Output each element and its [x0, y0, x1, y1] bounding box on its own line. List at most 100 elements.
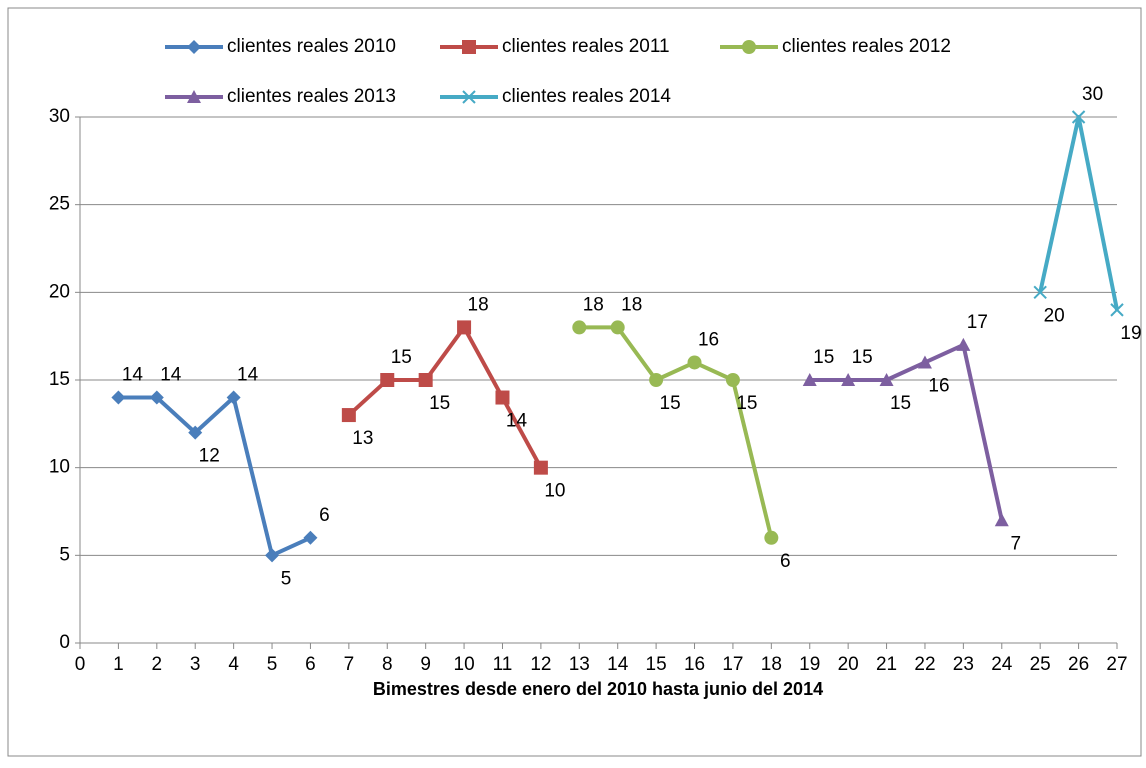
x-tick-label: 15 — [646, 654, 667, 675]
y-tick-label: 25 — [49, 194, 70, 215]
point-marker — [111, 390, 126, 405]
x-tick-label: 8 — [382, 654, 393, 675]
y-tick-label: 0 — [59, 632, 70, 653]
data-label: 19 — [1120, 323, 1141, 344]
data-label: 14 — [122, 365, 144, 386]
point-marker — [149, 390, 164, 405]
data-label: 5 — [281, 568, 292, 589]
x-tick-label: 26 — [1068, 654, 1089, 675]
series-line — [1038, 115, 1119, 311]
x-tick-label: 6 — [305, 654, 316, 675]
x-tick-label: 9 — [420, 654, 431, 675]
point-marker — [380, 373, 395, 387]
x-tick-label: 3 — [190, 654, 201, 675]
x-axis-title: Bimestres desde enero del 2010 hasta jun… — [373, 679, 823, 699]
legend-label: clientes reales 2011 — [502, 36, 670, 57]
x-tick-label: 24 — [991, 654, 1013, 675]
x-tick-label: 21 — [876, 654, 897, 675]
legend-marker — [462, 90, 476, 104]
data-label: 15 — [391, 347, 412, 368]
x-tick-label: 18 — [761, 654, 782, 675]
data-label: 15 — [890, 393, 911, 414]
y-tick-label: 15 — [49, 369, 70, 390]
point-marker — [303, 530, 318, 545]
x-tick-label: 25 — [1030, 654, 1051, 675]
y-tick-label: 10 — [49, 457, 70, 478]
point-marker — [917, 355, 932, 369]
point-marker — [457, 320, 472, 335]
data-label: 15 — [660, 393, 681, 414]
data-label: 15 — [736, 393, 757, 414]
data-label: 14 — [237, 365, 259, 386]
point-marker — [533, 460, 548, 475]
data-label: 12 — [199, 446, 220, 467]
x-tick-label: 17 — [722, 654, 743, 675]
data-label: 16 — [928, 375, 949, 396]
data-label: 6 — [319, 505, 330, 526]
x-tick-label: 5 — [267, 654, 278, 675]
legend-marker — [187, 90, 201, 103]
data-label: 14 — [160, 365, 182, 386]
series-line — [579, 325, 774, 539]
point-marker — [265, 548, 280, 563]
x-tick-label: 14 — [607, 654, 629, 675]
series-line — [809, 342, 1004, 521]
x-tick-label: 22 — [914, 654, 935, 675]
data-label: 17 — [967, 312, 988, 333]
point-marker — [610, 320, 625, 335]
data-label: 18 — [583, 294, 604, 315]
data-label: 15 — [813, 347, 834, 368]
x-tick-label: 0 — [75, 654, 86, 675]
x-tick-label: 12 — [530, 654, 551, 675]
point-marker — [841, 373, 856, 386]
legend-label: clientes reales 2013 — [227, 86, 396, 107]
data-label: 15 — [429, 393, 450, 414]
point-marker — [956, 337, 971, 351]
point-marker — [418, 373, 433, 387]
y-tick-label: 5 — [59, 544, 70, 565]
point-marker — [879, 373, 894, 386]
y-tick-label: 30 — [49, 106, 70, 127]
series-line — [118, 395, 312, 558]
point-marker — [572, 320, 587, 335]
legend-marker — [462, 40, 476, 54]
x-tick-label: 7 — [344, 654, 355, 675]
point-marker — [1110, 303, 1124, 317]
point-marker — [188, 425, 203, 440]
data-label: 14 — [506, 411, 528, 432]
point-marker — [1033, 285, 1047, 300]
data-label: 18 — [468, 294, 489, 315]
data-label: 18 — [621, 294, 642, 315]
y-tick-label: 20 — [49, 281, 70, 302]
x-tick-label: 13 — [569, 654, 590, 675]
x-tick-label: 2 — [152, 654, 163, 675]
point-marker — [687, 355, 702, 370]
point-marker — [649, 373, 664, 387]
x-tick-label: 20 — [838, 654, 859, 675]
data-label: 10 — [544, 481, 565, 502]
x-tick-label: 1 — [113, 654, 124, 675]
data-label: 7 — [1010, 533, 1021, 554]
legend-marker — [187, 40, 201, 54]
legend-label: clientes reales 2012 — [782, 36, 951, 57]
point-marker — [495, 390, 510, 405]
point-marker — [802, 373, 817, 386]
legend-label: clientes reales 2014 — [502, 86, 671, 107]
x-tick-label: 4 — [228, 654, 239, 675]
data-label: 30 — [1082, 84, 1103, 105]
point-marker — [226, 390, 241, 405]
point-marker — [994, 513, 1009, 527]
point-marker — [764, 530, 779, 545]
x-tick-label: 11 — [493, 654, 513, 675]
data-label: 6 — [780, 551, 791, 572]
x-tick-label: 16 — [684, 654, 705, 675]
legend-marker — [742, 40, 756, 54]
data-label: 20 — [1044, 305, 1065, 326]
x-tick-label: 19 — [799, 654, 820, 675]
data-label: 16 — [698, 329, 719, 350]
x-tick-label: 10 — [454, 654, 475, 675]
chart-frame — [7, 7, 1142, 757]
x-tick-label: 27 — [1106, 654, 1127, 675]
x-tick-label: 23 — [953, 654, 974, 675]
